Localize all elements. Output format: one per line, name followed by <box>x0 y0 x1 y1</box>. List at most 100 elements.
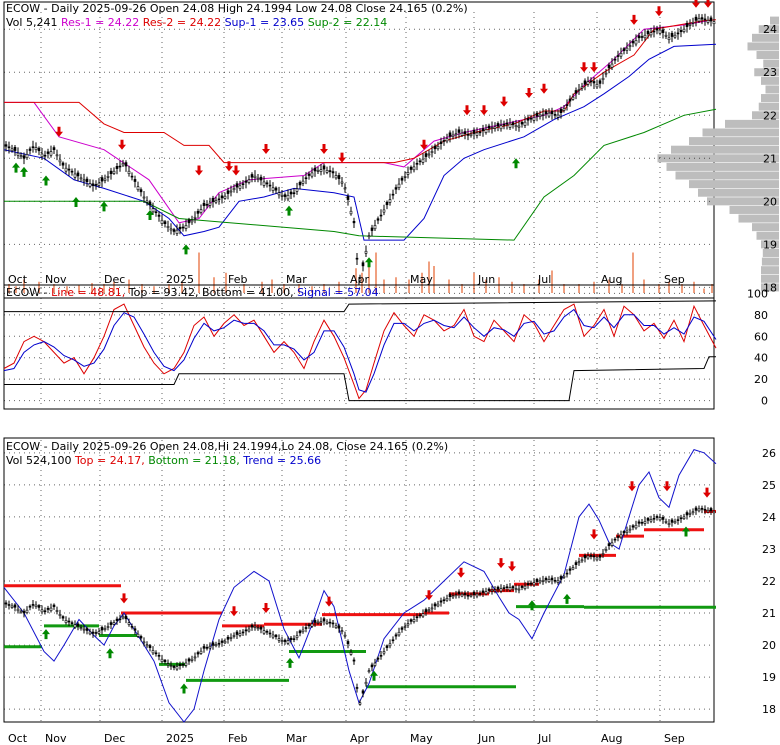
trend-candle-body <box>232 635 236 637</box>
volume-bar <box>311 286 313 293</box>
volume-bar <box>181 281 183 293</box>
price-candle-body <box>163 221 167 225</box>
trend-candle-body <box>562 575 566 578</box>
trend-candle-body <box>409 619 413 622</box>
down-arrow <box>655 6 663 17</box>
price-candle-body <box>265 182 269 185</box>
trend-candle-body <box>151 650 155 654</box>
trend-candle-body <box>475 593 479 597</box>
trend-candle-body <box>319 621 323 624</box>
volume-bar <box>433 266 435 293</box>
header-segment: Vol 524,100 <box>6 454 75 467</box>
price-candle-body <box>241 183 245 185</box>
price-candle-body <box>448 132 452 137</box>
trend-candle-body <box>346 641 350 645</box>
price-candle-body <box>331 171 335 174</box>
volume-bar <box>608 279 610 293</box>
month-label-jun: Jun <box>477 273 495 286</box>
price-candle-body <box>367 235 371 238</box>
trend-candle-body <box>454 594 458 597</box>
price-candle-body <box>544 111 548 115</box>
price-candle-body <box>442 140 446 142</box>
up-arrow <box>512 158 520 169</box>
trend-candle-body <box>205 647 209 649</box>
trend-candle-body <box>55 610 59 612</box>
trend-candle-body <box>7 604 11 606</box>
trend-candle-body <box>133 628 137 631</box>
price-candle-body <box>340 181 344 184</box>
trend-candle-body <box>523 585 527 589</box>
trend-candle-body <box>328 621 332 624</box>
price-candle-body <box>577 89 581 91</box>
price-candle-body <box>166 225 170 228</box>
header-segment: Bottom = 21.18, <box>148 454 243 467</box>
price-candle-body <box>433 145 437 150</box>
trend-candle-body <box>628 528 632 531</box>
trend-candle-body <box>613 538 617 541</box>
price-candle-body <box>220 195 224 199</box>
trend-candle-body <box>184 662 188 666</box>
header-segment: Top = 24.17, <box>74 454 148 467</box>
down-arrow <box>225 161 233 172</box>
volume-bar <box>91 283 93 293</box>
volume-bar <box>141 284 143 293</box>
price-candle-body <box>226 190 230 194</box>
price-candle-body <box>640 36 644 38</box>
trend-candle-body <box>16 608 20 612</box>
price-candle-body <box>325 170 329 173</box>
trend-candle-body <box>25 609 29 613</box>
price-candle-body <box>460 132 464 136</box>
price-panel: 18 19 20 21 22 23 24 Oct Nov Dec 2025 Feb Mar Apr May J… <box>3 0 779 299</box>
trend-candle-body <box>61 616 65 619</box>
price-candle-body <box>373 225 377 230</box>
trend-candle-body <box>424 609 428 613</box>
price-candle-body <box>445 138 449 142</box>
price-candle-body <box>184 225 188 229</box>
trend-candle-body <box>253 626 257 628</box>
price-candle-body <box>451 134 455 137</box>
trend-candle-body <box>412 619 416 622</box>
volume-bar <box>128 279 130 293</box>
trend-candle-body <box>469 594 473 597</box>
price-candle-body <box>25 154 29 159</box>
price-candle-body <box>121 163 125 166</box>
month-label-sep: Sep <box>664 273 685 286</box>
price-candle-body <box>703 18 707 21</box>
volume-bar <box>323 284 325 293</box>
price-candle-body <box>667 37 671 40</box>
trend-candle-body <box>34 604 38 607</box>
trend-candle-body <box>601 553 605 555</box>
down-arrow <box>457 567 465 578</box>
trend-candle-body <box>541 580 545 582</box>
up-arrow <box>370 670 378 681</box>
trend-candle-body <box>247 628 251 632</box>
volume-profile-bar <box>758 102 779 111</box>
volume-bar <box>383 279 385 293</box>
price-candle-body <box>532 117 536 121</box>
price-candle-body <box>364 250 368 254</box>
trend-candle-body <box>52 604 56 607</box>
price-candle-body <box>700 17 704 20</box>
volume-profile-bar <box>698 188 779 197</box>
trend-candle-body <box>463 592 467 596</box>
price-candle-body <box>691 22 695 24</box>
price-candle-body <box>196 210 200 214</box>
trend-candle-body <box>211 642 215 646</box>
trend-candle-body <box>616 536 620 538</box>
price-candle-body <box>472 129 476 134</box>
trend-candle-body <box>520 585 524 588</box>
month-label-2025: 2025 <box>166 732 194 745</box>
trend-candle-body <box>574 562 578 565</box>
trend-candle-body <box>691 511 695 514</box>
trend-candle-body <box>451 595 455 598</box>
price-candle-body <box>478 131 482 134</box>
volume-bar <box>15 286 17 293</box>
price-candle-body <box>637 35 641 39</box>
down-arrow <box>704 0 712 8</box>
down-arrow <box>663 481 671 492</box>
price-candle-body <box>115 166 119 169</box>
trend-candle-body <box>85 628 89 631</box>
trend-candle-body <box>349 652 353 655</box>
trend-candle-body <box>340 630 344 632</box>
trend-candle-body <box>457 591 461 595</box>
